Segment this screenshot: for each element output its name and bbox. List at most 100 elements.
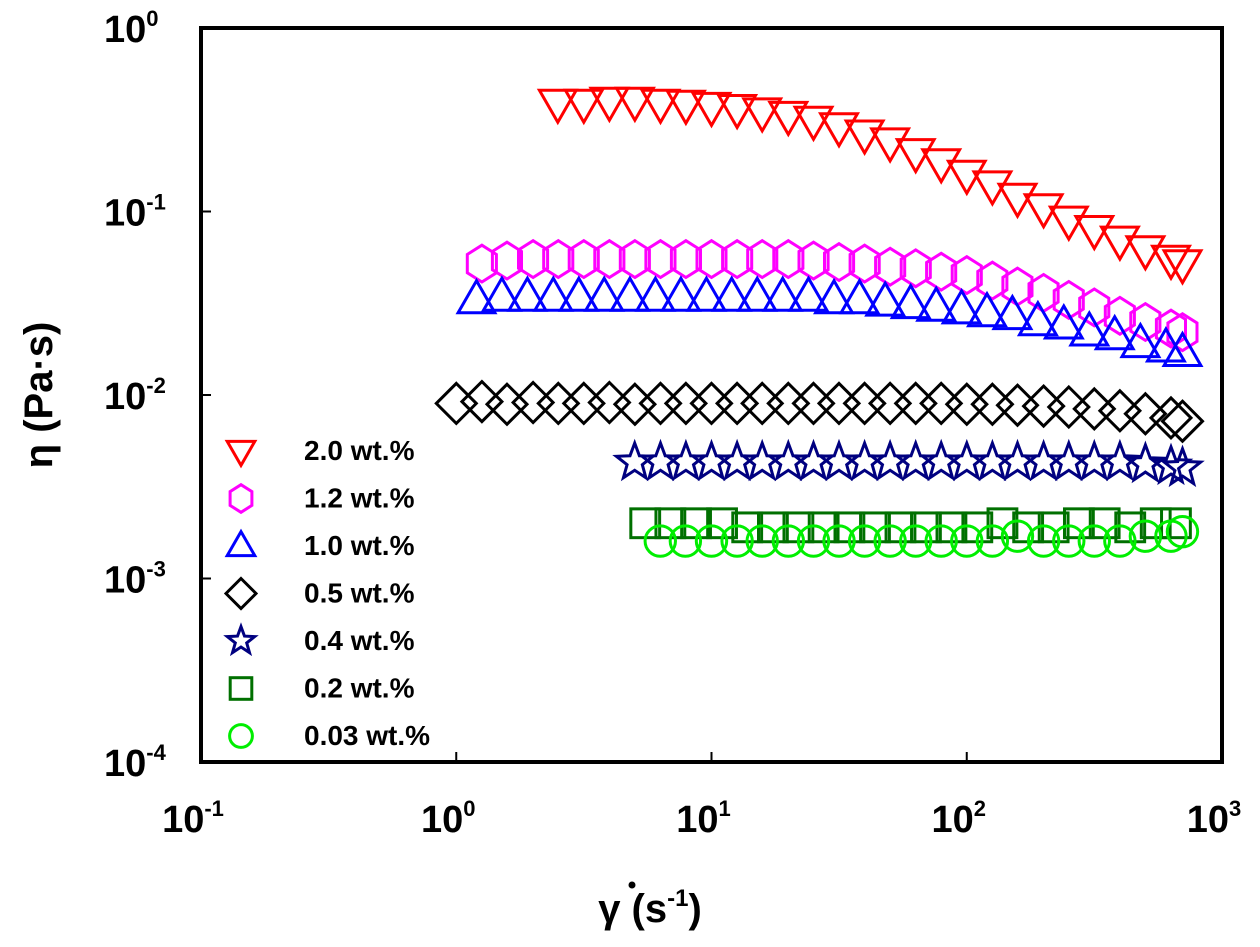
data-point	[1047, 205, 1090, 243]
data-point	[976, 260, 1009, 301]
series-layer	[434, 86, 1205, 558]
data-point	[643, 524, 677, 558]
data-point	[1052, 524, 1086, 558]
data-point	[842, 381, 887, 426]
data-point	[690, 91, 733, 129]
data-point	[567, 238, 600, 280]
legend-label: 1.0 wt.%	[304, 530, 415, 561]
data-point	[1124, 235, 1167, 272]
data-point	[740, 381, 785, 426]
legend-marker-icon	[224, 439, 258, 469]
legend-item: 2.0 wt.%	[224, 435, 415, 469]
data-point	[465, 243, 498, 284]
data-point	[838, 277, 881, 315]
data-point	[1161, 249, 1204, 286]
data-point	[1016, 299, 1059, 337]
data-point	[506, 275, 549, 312]
legend-item: 1.0 wt.%	[224, 528, 415, 561]
data-point	[847, 524, 882, 558]
legend-item: 0.5 wt.%	[223, 576, 415, 611]
data-point	[944, 382, 989, 427]
y-tick-label: 10-2	[104, 373, 166, 418]
data-point	[664, 89, 707, 127]
data-point	[889, 282, 932, 320]
data-point	[1072, 386, 1117, 432]
legend-label: 1.2 wt.%	[304, 483, 415, 514]
x-axis-unit-base: s	[645, 887, 667, 931]
y-tick-label: 10-1	[104, 190, 166, 235]
data-point	[1022, 193, 1065, 230]
data-point	[945, 159, 988, 197]
data-point	[1077, 524, 1111, 558]
legend-marker-icon	[224, 528, 258, 558]
data-point	[975, 524, 1010, 558]
series-1-2-wt	[465, 238, 1199, 353]
data-point	[787, 275, 830, 312]
data-point	[1046, 384, 1091, 430]
data-point	[1097, 388, 1143, 433]
data-point	[919, 381, 964, 426]
data-point	[1148, 442, 1194, 486]
data-point	[668, 524, 703, 558]
data-point	[490, 240, 523, 281]
data-point	[950, 524, 984, 558]
data-point	[796, 524, 831, 558]
data-point	[1052, 279, 1085, 321]
data-point	[1148, 395, 1194, 441]
data-point	[816, 381, 862, 426]
legend: 2.0 wt.% 1.2 wt.% 1.0 wt.% 0.5 wt.% 0.4 wt.%…	[223, 435, 430, 751]
data-point	[634, 275, 677, 312]
data-point	[1097, 438, 1143, 482]
data-point	[695, 238, 728, 280]
data-point	[966, 290, 1008, 328]
data-point	[1000, 519, 1035, 553]
data-point	[1150, 244, 1192, 282]
x-axis-symbol-dot	[628, 881, 636, 889]
data-point	[1026, 524, 1061, 558]
data-point	[745, 524, 779, 558]
data-point	[685, 275, 728, 312]
data-point	[716, 94, 759, 131]
legend-marker-icon	[228, 723, 254, 749]
data-point	[843, 119, 886, 157]
data-point	[924, 524, 958, 558]
legend-item: 0.03 wt.%	[228, 720, 430, 751]
data-point	[873, 524, 907, 558]
data-point	[822, 524, 856, 558]
data-point	[1078, 287, 1111, 328]
data-point	[971, 170, 1014, 207]
data-point	[746, 238, 779, 280]
data-point	[459, 379, 505, 424]
data-point	[714, 381, 760, 426]
series-0-5-wt	[434, 379, 1205, 444]
data-point	[1042, 302, 1085, 340]
legend-label: 2.0 wt.%	[304, 435, 415, 466]
data-point	[484, 382, 530, 427]
data-point	[771, 524, 806, 558]
series-1-0-wt	[455, 275, 1204, 367]
data-point	[915, 285, 958, 322]
data-point	[920, 148, 963, 185]
data-point	[608, 275, 651, 312]
data-point	[1093, 313, 1136, 351]
data-point	[721, 238, 754, 280]
x-axis-symbol: γ	[598, 887, 621, 931]
data-point	[995, 383, 1040, 428]
data-point	[761, 275, 804, 312]
data-point	[991, 293, 1034, 331]
data-point	[638, 381, 683, 426]
data-point	[950, 254, 983, 296]
y-tick-label: 100	[104, 6, 159, 51]
data-point	[510, 380, 556, 425]
data-point	[1068, 309, 1111, 347]
data-point	[791, 381, 836, 426]
x-axis-ticks: 10-1 100 101 102 103	[162, 752, 1241, 841]
series-0-03-wt	[643, 514, 1200, 558]
data-point	[1154, 308, 1187, 349]
x-axis-title: γ (s-1)	[598, 881, 702, 931]
data-point	[996, 182, 1039, 220]
data-point	[659, 275, 702, 312]
data-point	[1129, 301, 1162, 343]
y-tick-label: 10-4	[104, 740, 167, 785]
